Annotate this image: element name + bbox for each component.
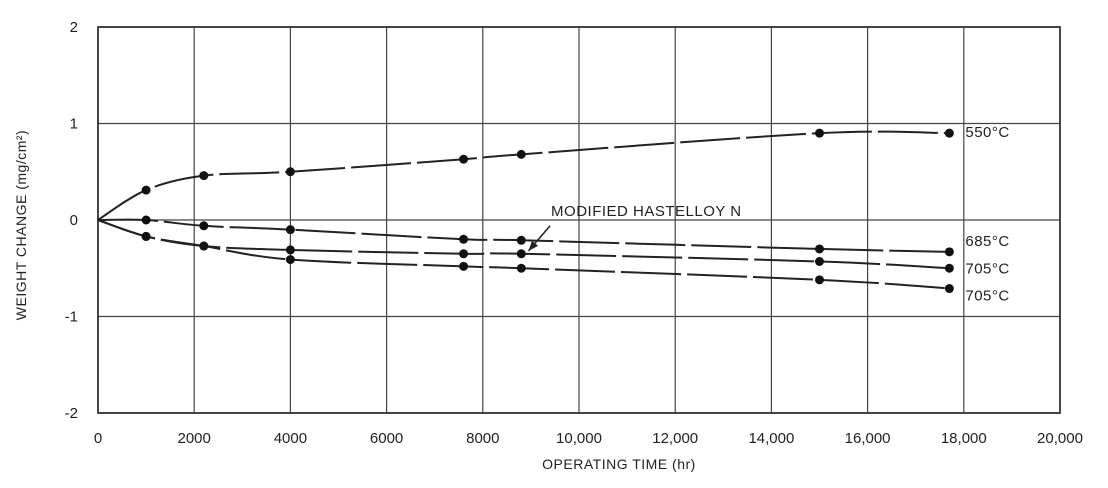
data-point-series-1 [459,154,469,164]
data-point-series-4 [944,284,954,294]
x-tick-label: 12,000 [652,430,698,447]
y-tick-labels: 2 1 0 -1 -2 [65,19,78,422]
series-label-2: 685°C [965,233,1009,250]
data-point-series-4 [141,231,151,241]
data-point-series-1 [516,149,526,159]
x-tick-label: 0 [94,430,102,447]
series-label-3: 705°C [965,260,1009,277]
data-point-series-3 [516,249,526,259]
data-point-series-4 [285,255,295,265]
y-tick-label: 1 [70,116,78,133]
x-tick-label: 18,000 [941,430,987,447]
data-point-series-1 [141,185,151,195]
x-axis-title: OPERATING TIME (hr) [542,456,696,472]
data-point-series-2 [944,247,954,257]
series-label-1: 550°C [965,124,1009,141]
data-point-series-3 [459,249,469,259]
x-tick-label: 4000 [274,430,307,447]
y-tick-label: 0 [70,212,78,229]
data-point-series-4 [459,261,469,271]
data-point-series-3 [815,256,824,266]
y-tick-label: 2 [70,19,78,36]
labels-layer: 550°C 685°C 705°C 705°C [965,124,1009,304]
data-point-series-4 [516,263,526,273]
y-axis-title: WEIGHT CHANGE (mg/cm²) [13,130,29,320]
x-tick-label: 8000 [466,430,499,447]
x-tick-label: 6000 [370,430,403,447]
series-label-4: 705°C [965,288,1009,305]
x-tick-label: 2000 [178,430,211,447]
data-point-series-3 [285,245,295,255]
data-point-series-2 [459,234,469,244]
x-tick-label: 10,000 [556,430,602,447]
data-point-series-2 [141,215,151,225]
data-point-series-2 [199,221,209,231]
data-point-series-4 [815,275,824,285]
data-point-series-1 [285,167,295,177]
annotation-modified-hastelloy-n: MODIFIED HASTELLOY N [551,203,742,220]
data-point-series-2 [815,244,824,254]
x-tick-labels: 0 2000 4000 6000 8000 10,000 12,000 14,000 16,00… [94,430,1083,447]
data-point-series-3 [944,263,954,273]
data-point-series-2 [516,235,526,245]
series-line-1 [97,130,950,221]
data-point-series-2 [285,225,295,235]
data-point-series-1 [199,171,209,181]
data-point-series-4 [199,241,209,251]
data-point-series-1 [815,128,824,138]
series-layer [97,128,954,294]
y-tick-label: -1 [65,309,78,326]
annotation-arrowhead [528,240,539,251]
y-tick-label: -2 [65,405,78,422]
x-tick-label: 20,000 [1037,430,1083,447]
x-tick-label: 16,000 [845,430,891,447]
x-tick-label: 14,000 [748,430,794,447]
data-point-series-1 [944,128,954,138]
